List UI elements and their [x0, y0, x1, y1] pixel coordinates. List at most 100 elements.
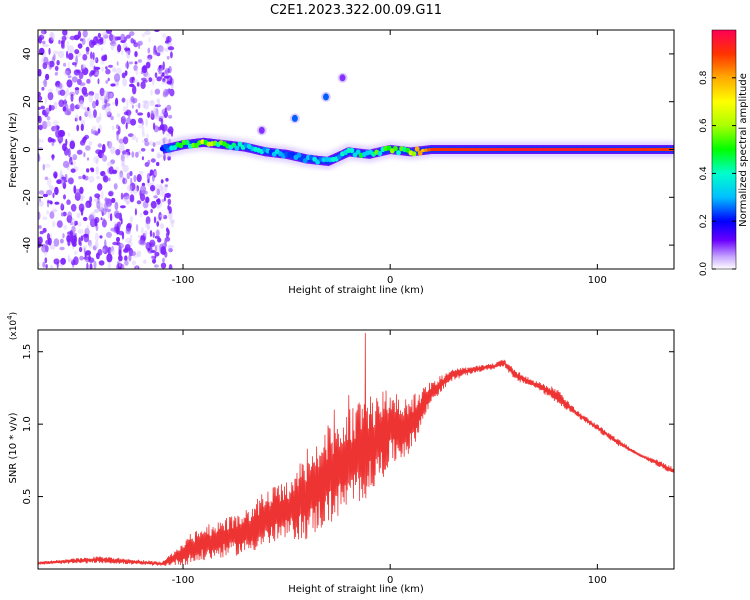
noise-speckle: [115, 97, 119, 107]
noise-speckle: [168, 264, 173, 269]
noise-speckle: [153, 106, 157, 115]
noise-speckle: [78, 175, 82, 180]
noise-speckle: [63, 62, 67, 67]
noise-speckle: [54, 201, 60, 205]
noise-speckle: [70, 218, 76, 226]
noise-speckle: [105, 30, 113, 34]
ridge-segment: [411, 151, 417, 157]
noise-speckle: [38, 142, 41, 147]
noise-speckle: [143, 210, 149, 216]
noise-speckle: [164, 107, 167, 113]
noise-speckle: [109, 146, 116, 154]
noise-speckle: [97, 78, 100, 85]
noise-speckle: [121, 264, 125, 269]
noise-speckle: [128, 61, 134, 65]
noise-speckle: [60, 212, 65, 217]
ridge-segment: [414, 146, 420, 152]
noise-speckle: [135, 266, 138, 269]
noise-speckle: [147, 54, 153, 60]
noise-speckle: [74, 220, 78, 226]
noise-speckle: [167, 156, 171, 161]
noise-speckle: [138, 43, 141, 49]
colorbar: 0.0 0.2 0.4 0.6 0.8 Normalized spectral ampl…: [699, 29, 749, 276]
noise-speckle: [107, 210, 111, 219]
noise-speckle: [102, 218, 106, 225]
noise-speckle: [144, 30, 151, 36]
noise-speckle: [45, 73, 50, 81]
noise-speckle: [61, 176, 67, 180]
noise-speckle: [96, 201, 101, 209]
noise-speckle: [124, 47, 130, 51]
noise-speckle: [141, 182, 146, 187]
noise-speckle: [117, 113, 120, 118]
noise-speckle: [72, 154, 78, 161]
noise-speckle: [38, 95, 43, 102]
noise-speckle: [46, 116, 51, 121]
noise-speckle: [109, 247, 115, 255]
noise-speckle: [121, 162, 125, 168]
noise-speckle: [125, 227, 131, 235]
side-blob: [322, 93, 329, 101]
noise-speckle: [126, 172, 131, 180]
noise-speckle: [80, 195, 86, 200]
noise-speckle: [108, 141, 113, 148]
noise-speckle: [154, 113, 160, 120]
noise-speckle: [170, 51, 173, 59]
noise-speckle: [138, 239, 143, 245]
noise-speckle: [86, 78, 91, 84]
ridge-segment: [172, 145, 178, 151]
noise-speckle: [38, 91, 41, 97]
noise-speckle: [43, 78, 48, 88]
noise-speckle: [97, 128, 101, 134]
colorbar-tick-label: 0.2: [699, 214, 709, 228]
noise-speckle: [146, 133, 149, 140]
noise-speckle: [90, 168, 95, 173]
noise-speckle: [72, 62, 77, 66]
noise-speckle: [106, 231, 112, 238]
ridge-segment: [355, 149, 361, 155]
noise-speckle: [63, 194, 66, 200]
noise-speckle: [42, 227, 47, 233]
noise-speckle: [54, 186, 59, 196]
noise-speckle: [95, 99, 99, 107]
noise-speckle: [159, 183, 163, 188]
ridge-segment: [393, 145, 398, 152]
noise-speckle: [129, 170, 133, 177]
noise-speckle: [122, 164, 129, 173]
noise-speckle: [80, 235, 84, 242]
noise-speckle: [129, 233, 133, 242]
noise-speckle: [88, 242, 93, 249]
noise-speckle: [70, 168, 76, 173]
noise-speckle: [163, 136, 168, 142]
noise-speckle: [137, 112, 144, 116]
noise-speckle: [61, 178, 65, 186]
noise-speckle: [142, 64, 147, 71]
noise-speckle: [87, 239, 92, 247]
noise-speckle: [38, 47, 45, 56]
noise-speckle: [67, 211, 72, 220]
noise-speckle: [98, 260, 105, 266]
noise-speckle: [108, 191, 114, 197]
noise-speckle: [167, 244, 173, 253]
noise-speckle: [141, 156, 144, 161]
noise-speckle: [79, 82, 86, 86]
noise-speckle: [73, 185, 77, 194]
noise-speckle: [116, 67, 122, 76]
noise-speckle: [95, 149, 102, 155]
noise-speckle: [153, 216, 157, 224]
noise-speckle: [104, 239, 107, 249]
noise-speckle: [120, 192, 124, 200]
noise-speckle: [102, 143, 106, 153]
noise-speckle: [118, 138, 124, 144]
noise-speckle: [77, 229, 84, 235]
noise-speckle: [51, 154, 55, 161]
noise-speckle: [137, 40, 143, 46]
noise-speckle: [108, 64, 113, 68]
noise-speckle: [145, 72, 151, 79]
noise-speckle: [74, 117, 78, 122]
ridge-segment: [234, 145, 240, 151]
noise-speckle: [147, 247, 151, 252]
noise-speckle: [120, 217, 123, 225]
noise-speckle: [71, 76, 78, 83]
noise-speckle: [74, 87, 80, 91]
